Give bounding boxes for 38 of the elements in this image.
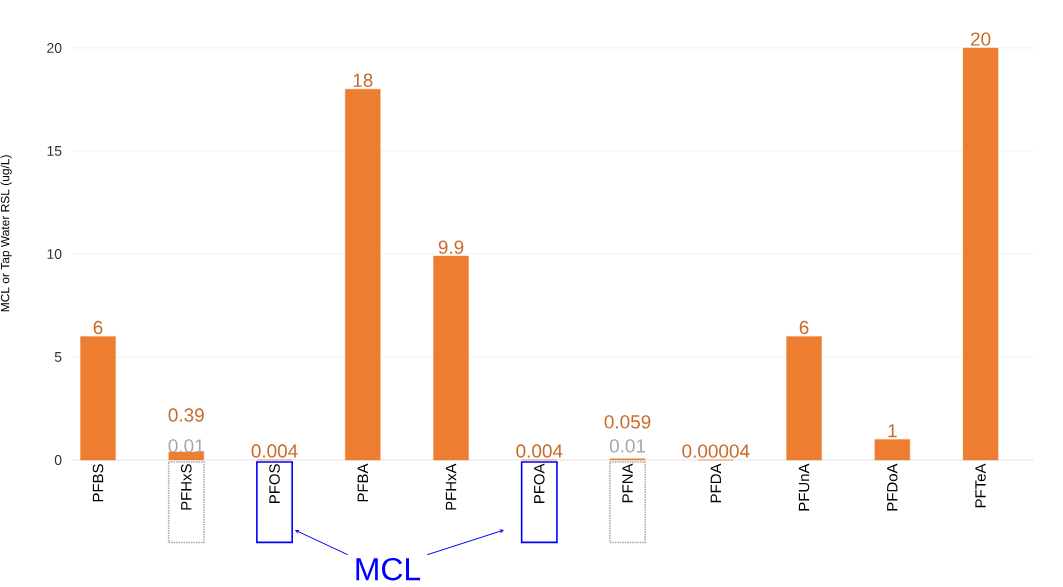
x-tick-label: PFHxS [180,464,192,510]
bar [168,451,204,461]
x-tick-label: PFOA [534,463,545,503]
x-tick-label: PFOS [269,464,280,503]
bar [786,336,822,461]
x-tick-label: PFBS [92,464,104,502]
x-tick-label: PFNA [622,463,633,503]
data-label: 6 [799,320,809,335]
bar [874,439,911,461]
data-label: 9.9 [438,240,464,254]
y-axis-title: MCL or Tap Water RSL (ug/L) [0,155,12,312]
bar [962,47,999,461]
bar [345,88,381,461]
y-tick-label: 15 [47,146,62,156]
y-tick-label: 5 [54,352,62,362]
y-tick-label: 20 [47,43,62,53]
data-label: 1 [888,424,897,438]
data-label: 0.00004 [682,444,750,458]
text: MCL [356,557,421,581]
x-tick-label: PFBA [357,463,368,502]
x-tick-label: PFTeA [975,463,986,508]
data-label: 18 [353,73,373,87]
x-tick-label: PFHxA [445,463,457,510]
data-label: 0.39 [168,408,204,422]
data-label: 0.004 [516,444,563,458]
x-tick-label: PFDoA [887,463,898,511]
data-label: 0.059 [604,415,651,429]
data-label: 20 [971,32,991,46]
y-tick-label: 10 [47,249,62,259]
annotation: 0.01 [168,439,204,453]
data-label: 6 [93,320,103,335]
y-tick-label: 0 [54,455,62,465]
x-tick-label: PFDA [710,463,721,503]
bar [433,255,469,461]
bar [80,336,116,461]
data-label: 0.004 [251,444,298,458]
x-tick-label: PFUnA [798,463,810,511]
annotation: 0.01 [609,439,646,453]
